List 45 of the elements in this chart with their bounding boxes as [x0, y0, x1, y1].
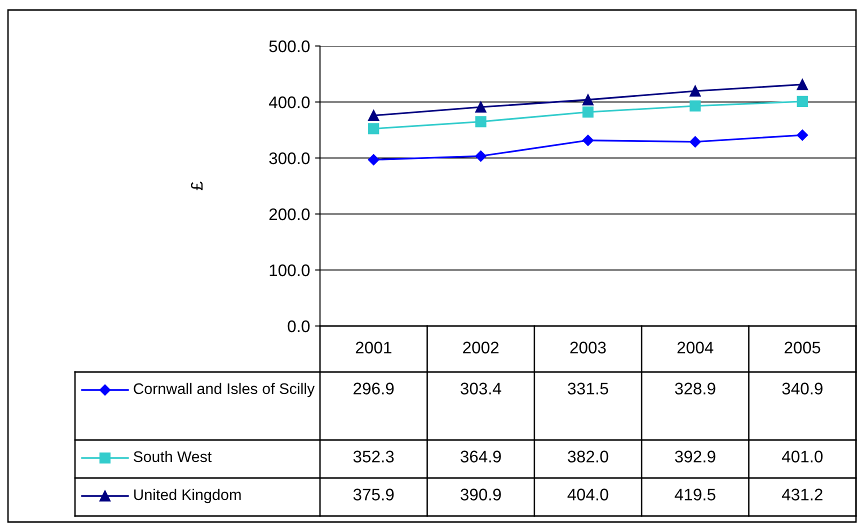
data-label: 352.3 — [353, 450, 394, 462]
point — [368, 154, 380, 166]
legend-label: South West — [134, 450, 212, 462]
y-tick-label: 100.0 — [270, 264, 310, 276]
point — [475, 150, 486, 162]
point — [368, 123, 380, 134]
data-label: 404.0 — [568, 488, 608, 500]
point — [475, 116, 486, 128]
data-label: 375.9 — [353, 488, 394, 500]
point — [368, 110, 380, 122]
y-tick-label: 500.0 — [269, 40, 310, 52]
data-label: 328.9 — [674, 382, 716, 394]
point — [475, 102, 486, 113]
data-label: 431.2 — [782, 488, 822, 500]
data-label: 390.9 — [460, 488, 501, 500]
point — [796, 96, 808, 107]
data-label: 331.5 — [568, 382, 608, 394]
data-label: 340.9 — [782, 382, 822, 394]
data-label: 382.0 — [568, 450, 608, 462]
data-label: 296.9 — [354, 382, 394, 394]
point — [582, 134, 594, 146]
point — [690, 86, 701, 97]
y-axis-title: £ — [190, 182, 203, 190]
data-label: 303.4 — [460, 382, 502, 394]
data-label: 392.9 — [674, 450, 716, 462]
data-label: 401.0 — [782, 450, 823, 462]
x-tick-label: 2001 — [356, 342, 392, 354]
x-tick-label: 2005 — [784, 342, 820, 354]
point — [690, 100, 701, 112]
x-tick-label: 2004 — [678, 342, 714, 354]
y-tick-label: 300.0 — [269, 152, 310, 164]
y-tick-label: 0.0 — [288, 320, 310, 332]
legend-label: Cornwall and Isles of Scilly — [134, 382, 315, 398]
point — [690, 136, 701, 148]
x-tick-label: 2003 — [570, 342, 606, 354]
data-label: 364.9 — [460, 450, 501, 462]
y-tick-label: 200.0 — [269, 208, 310, 220]
point — [582, 94, 594, 106]
point — [796, 129, 808, 141]
x-tick-label: 2002 — [463, 342, 499, 354]
point — [796, 78, 808, 90]
point — [582, 106, 594, 118]
data-label: 419.5 — [674, 488, 716, 500]
legend-label: United Kingdom — [134, 488, 241, 504]
y-tick-label: 400.0 — [268, 96, 310, 108]
